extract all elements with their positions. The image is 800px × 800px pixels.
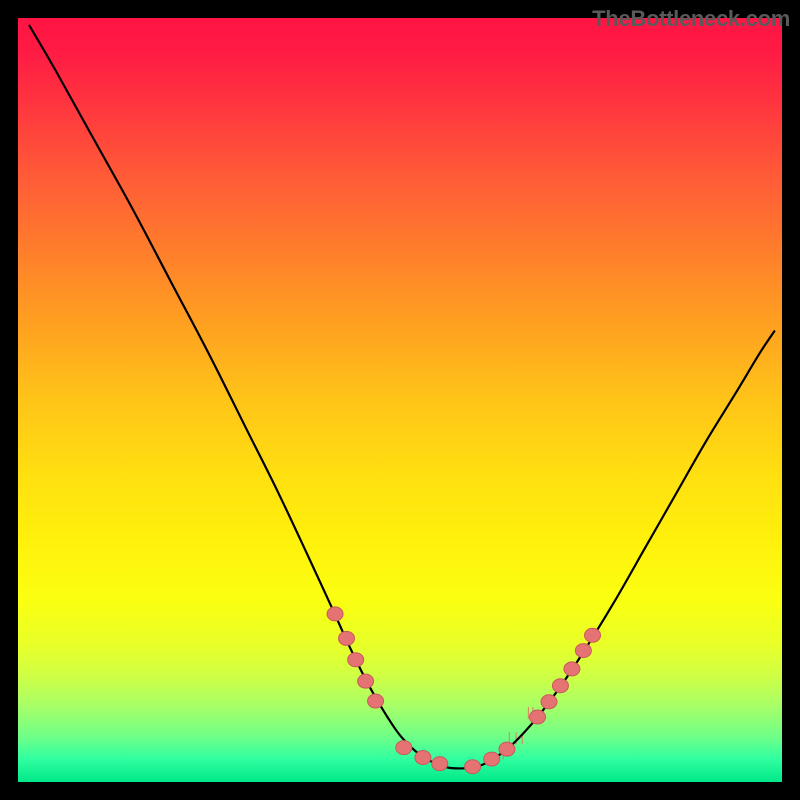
curve-marker: [358, 674, 374, 688]
curve-marker: [499, 742, 515, 756]
curve-marker: [541, 695, 557, 709]
curve-marker: [530, 710, 546, 724]
bottleneck-chart: [0, 0, 800, 800]
curve-marker: [348, 653, 364, 667]
chart-container: TheBottleneck.com: [0, 0, 800, 800]
curve-marker: [368, 694, 384, 708]
curve-marker: [415, 751, 431, 765]
curve-marker: [396, 741, 412, 755]
curve-marker: [327, 607, 343, 621]
curve-marker: [575, 644, 591, 658]
curve-marker: [432, 757, 448, 771]
watermark-text: TheBottleneck.com: [592, 6, 790, 32]
curve-marker: [585, 628, 601, 642]
curve-marker: [552, 679, 568, 693]
curve-marker: [465, 760, 481, 774]
curve-marker: [564, 662, 580, 676]
curve-marker: [484, 752, 500, 766]
chart-background-gradient: [18, 18, 782, 782]
curve-marker: [339, 631, 355, 645]
